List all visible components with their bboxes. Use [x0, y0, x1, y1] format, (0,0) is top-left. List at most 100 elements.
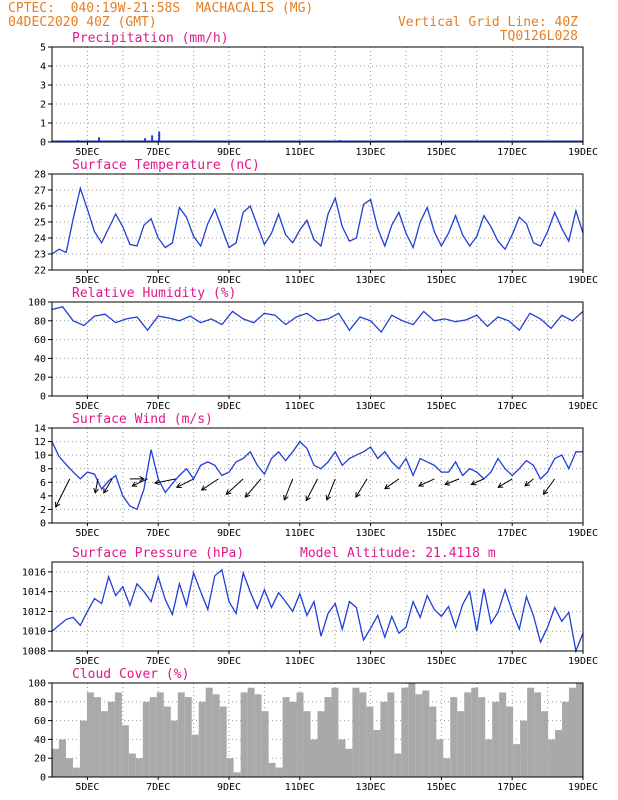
- wind-vector-head: [325, 494, 331, 501]
- y-tick-label: 0: [40, 519, 46, 530]
- x-tick-label: 11DEC: [285, 656, 315, 667]
- wind-vector: [543, 478, 556, 495]
- wind-vector: [154, 478, 176, 484]
- x-tick-label: 15DEC: [426, 401, 456, 412]
- cloud-bar: [464, 692, 472, 777]
- panel-title-4: Surface Pressure (hPa): [72, 546, 244, 561]
- cloud-bar: [541, 711, 549, 777]
- cloud-bar: [422, 690, 430, 777]
- wind-vector: [94, 478, 99, 493]
- cloud-bar: [408, 683, 416, 777]
- x-tick-label: 9DEC: [217, 528, 241, 539]
- x-tick-label: 9DEC: [217, 401, 241, 412]
- wind-vector: [418, 478, 435, 487]
- cloud-bar: [254, 694, 262, 777]
- cloud-bar: [65, 758, 73, 777]
- cloud-bar: [128, 753, 136, 777]
- x-tick-label: 17DEC: [497, 401, 527, 412]
- cloud-bar: [380, 701, 388, 777]
- y-tick-label: 6: [40, 478, 46, 489]
- y-tick-label: 10: [34, 451, 46, 462]
- x-tick-label: 13DEC: [356, 147, 386, 158]
- cloud-bar: [436, 739, 444, 777]
- wind-vector: [176, 478, 194, 488]
- x-tick-label: 17DEC: [497, 656, 527, 667]
- cloud-bar: [184, 697, 192, 777]
- header-left-line2: 04DEC2020 40Z (GMT): [8, 15, 157, 30]
- x-tick-label: 9DEC: [217, 782, 241, 793]
- y-tick-label: 24: [34, 234, 46, 245]
- y-tick-label: 4: [40, 62, 46, 73]
- cloud-bar: [121, 725, 129, 777]
- wind-vector-head: [417, 481, 424, 487]
- y-tick-label: 0: [40, 138, 46, 149]
- wind-vector-head: [131, 481, 138, 487]
- x-tick-label: 5DEC: [75, 401, 99, 412]
- y-tick-label: 1014: [22, 587, 46, 598]
- x-tick-label: 7DEC: [146, 401, 170, 412]
- cloud-bar: [79, 720, 87, 777]
- cloud-bar: [219, 706, 227, 777]
- cloud-bar: [114, 692, 122, 777]
- y-tick-label: 100: [28, 679, 46, 690]
- y-tick-label: 27: [34, 186, 46, 197]
- cloud-bar: [240, 692, 248, 777]
- cloud-bar: [576, 683, 583, 777]
- wind-vector-head: [244, 492, 251, 498]
- cloud-bar: [415, 694, 423, 777]
- x-tick-label: 11DEC: [285, 275, 315, 286]
- cloud-bar: [296, 692, 304, 777]
- plot-frame: [51, 427, 584, 524]
- x-tick-label: 15DEC: [426, 275, 456, 286]
- wind-vector-head: [139, 476, 145, 482]
- x-tick-label: 11DEC: [285, 782, 315, 793]
- x-tick-label: 13DEC: [356, 528, 386, 539]
- y-tick-label: 14: [34, 424, 46, 435]
- x-tick-label: 15DEC: [426, 528, 456, 539]
- cloud-bar: [387, 692, 395, 777]
- x-tick-label: 5DEC: [75, 147, 99, 158]
- y-tick-label: 25: [34, 218, 46, 229]
- cloud-bar: [499, 692, 507, 777]
- cloud-bar: [345, 748, 353, 777]
- x-tick-label: 19DEC: [568, 528, 598, 539]
- cloud-bar: [170, 720, 178, 777]
- wind-vector: [471, 478, 485, 485]
- x-tick-label: 5DEC: [75, 275, 99, 286]
- cloud-bar: [107, 701, 115, 777]
- panel-annotation-4: Model Altitude: 21.4118 m: [300, 546, 496, 561]
- wind-vector: [355, 478, 368, 498]
- cloud-bar: [492, 701, 500, 777]
- wind-vector-head: [225, 489, 232, 495]
- x-tick-label: 11DEC: [285, 401, 315, 412]
- y-tick-label: 4: [40, 491, 46, 502]
- wind-vector: [384, 478, 400, 490]
- cloud-bar: [93, 697, 101, 777]
- x-tick-label: 13DEC: [356, 656, 386, 667]
- cloud-bar: [142, 701, 150, 777]
- precip-bar: [151, 135, 154, 142]
- y-tick-label: 1008: [22, 647, 46, 658]
- wind-vector-head: [384, 483, 390, 490]
- cloud-bar: [471, 687, 479, 777]
- cloud-bar: [177, 692, 185, 777]
- x-tick-label: 17DEC: [497, 782, 527, 793]
- cloud-bar: [429, 706, 437, 777]
- series-line: [51, 186, 584, 255]
- cloud-bar: [303, 711, 311, 777]
- y-tick-label: 80: [34, 316, 46, 327]
- cloud-bar: [324, 697, 332, 777]
- wind-vector-head: [305, 495, 311, 502]
- cloud-bar: [401, 687, 409, 777]
- cloud-bar: [457, 711, 465, 777]
- wind-vector: [226, 478, 244, 495]
- wind-vector: [55, 478, 71, 508]
- x-tick-label: 11DEC: [285, 147, 315, 158]
- wind-vector: [326, 478, 336, 501]
- wind-vector-head: [55, 501, 61, 508]
- wind-vector: [283, 478, 294, 501]
- cloud-bar: [86, 692, 94, 777]
- x-tick-label: 19DEC: [568, 656, 598, 667]
- cloud-bar: [527, 687, 535, 777]
